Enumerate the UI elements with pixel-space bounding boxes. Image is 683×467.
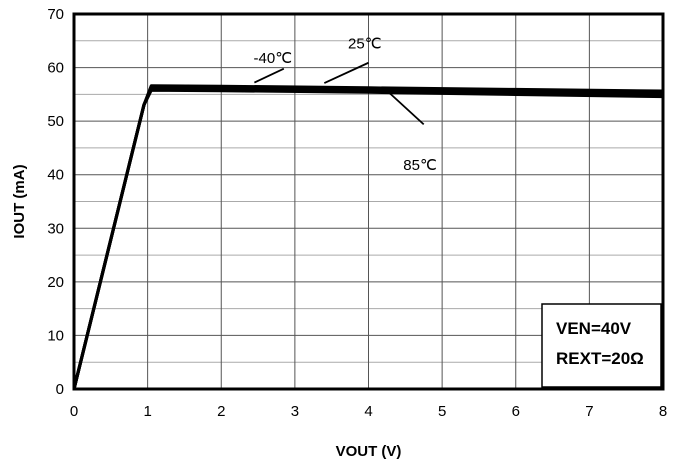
x-tick-label: 3 bbox=[291, 403, 299, 420]
condition-box-frame bbox=[541, 303, 662, 388]
x-tick-label: 5 bbox=[438, 403, 446, 420]
x-tick-label: 8 bbox=[659, 403, 667, 420]
y-tick-label: 0 bbox=[56, 381, 64, 398]
condition-rext: REXT=20Ω bbox=[556, 349, 644, 368]
x-tick-label: 2 bbox=[217, 403, 225, 420]
y-tick-label: 10 bbox=[47, 327, 64, 344]
annotation-leader bbox=[386, 89, 425, 126]
x-tick-label: 0 bbox=[70, 403, 78, 420]
annotation-label: 85℃ bbox=[403, 157, 437, 174]
condition-box: VEN=40V REXT=20Ω bbox=[541, 303, 662, 388]
x-tick-label: 1 bbox=[143, 403, 151, 420]
series-line bbox=[72, 88, 664, 390]
tick-labels: 0 1 2 3 4 5 6 7 8 0 10 20 30 40 50 60 70 bbox=[47, 6, 667, 420]
annotation-leader bbox=[253, 67, 285, 84]
annotation-label: -40℃ bbox=[254, 50, 293, 67]
y-axis-label: IOUT (mA) bbox=[11, 164, 28, 238]
y-tick-label: 50 bbox=[47, 113, 64, 130]
x-tick-label: 4 bbox=[364, 403, 372, 420]
annotation-leader bbox=[323, 61, 369, 84]
annotations: -40℃ 25℃ 85℃ bbox=[254, 35, 437, 174]
x-tick-label: 6 bbox=[512, 403, 520, 420]
y-tick-label: 70 bbox=[47, 6, 64, 23]
y-tick-label: 40 bbox=[47, 167, 64, 184]
y-tick-label: 60 bbox=[47, 60, 64, 77]
y-tick-label: 20 bbox=[47, 274, 64, 291]
series-layer bbox=[72, 84, 664, 390]
annotation-label: 25℃ bbox=[348, 35, 382, 52]
condition-ven: VEN=40V bbox=[556, 319, 632, 338]
y-tick-label: 30 bbox=[47, 220, 64, 237]
x-tick-label: 7 bbox=[585, 403, 593, 420]
x-axis-label: VOUT (V) bbox=[336, 443, 402, 460]
plot-frame bbox=[72, 12, 665, 391]
